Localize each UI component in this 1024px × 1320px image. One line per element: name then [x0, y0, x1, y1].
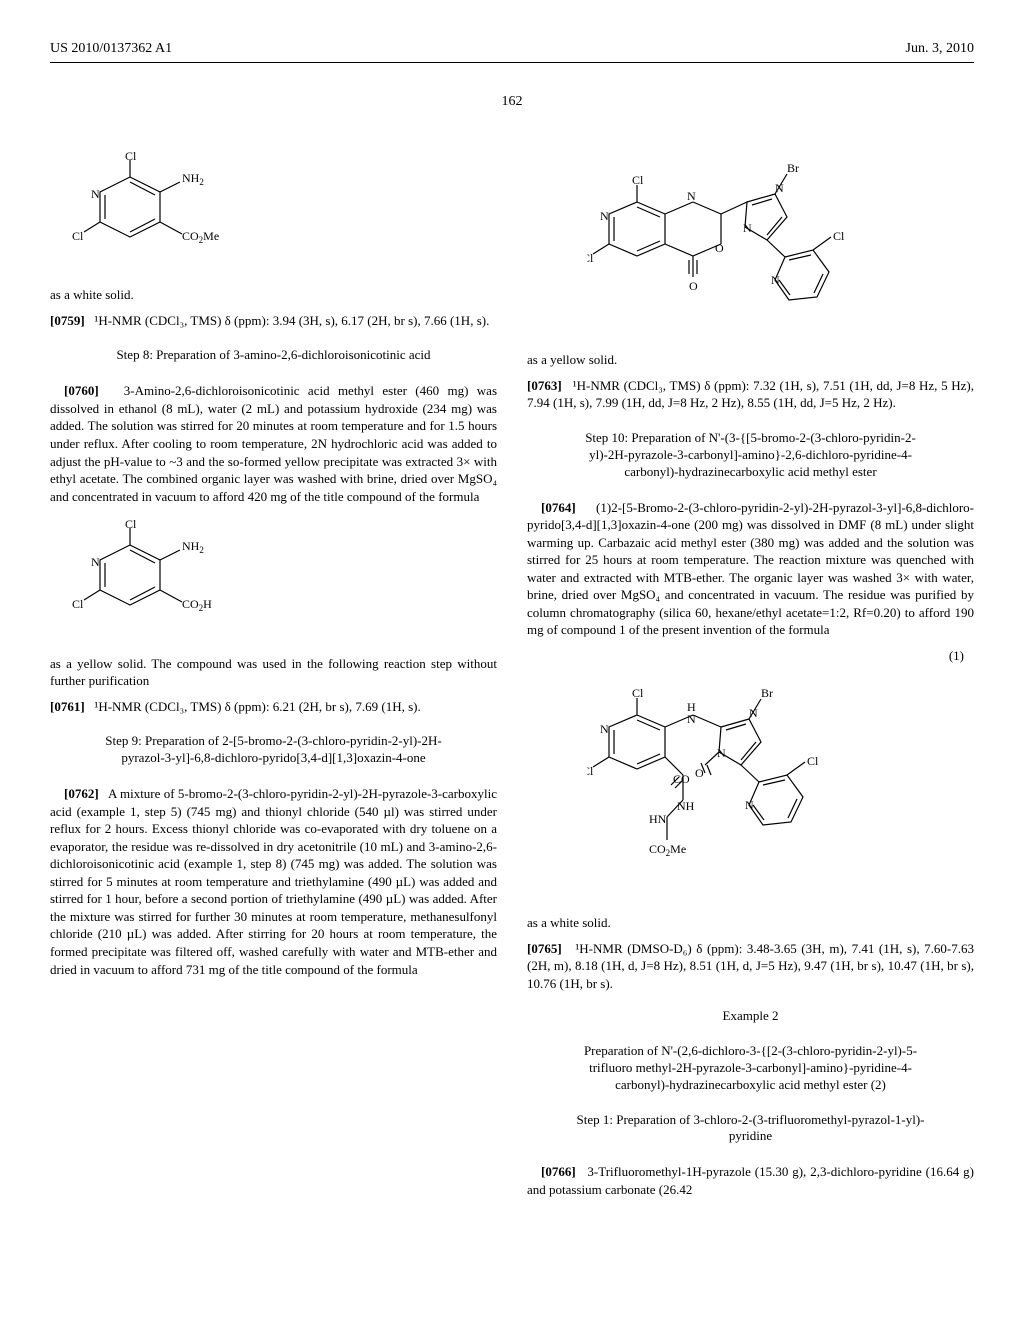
- para-0763: [0763] ¹H-NMR (CDCl₃, TMS) δ (ppm): 7.32…: [527, 377, 974, 412]
- para-0759: [0759] ¹H-NMR (CDCl₃, TMS) δ (ppm): 3.94…: [50, 312, 497, 330]
- example-2-heading: Example 2: [527, 1007, 974, 1025]
- svg-text:Br: Br: [761, 686, 773, 700]
- svg-text:NH: NH: [677, 799, 695, 813]
- chemical-structure-3: Cl N Cl N O O N N Br N Cl: [587, 152, 974, 337]
- svg-text:Cl: Cl: [587, 764, 594, 778]
- chemical-structure-4: Cl N Cl H N N N Br O CO NH HN CO2Me N Cl: [587, 665, 974, 900]
- left-column: Cl N Cl NH2 CO2Me as a white solid. [075…: [50, 137, 497, 1207]
- svg-text:Cl: Cl: [807, 754, 819, 768]
- para-0761: [0761] ¹H-NMR (CDCl₃, TMS) δ (ppm): 6.21…: [50, 698, 497, 716]
- step-10-title: Step 10: Preparation of N'-(3-{[5-bromo-…: [567, 430, 934, 481]
- para-text: 3-Amino-2,6-dichloroisonicotinic acid me…: [50, 383, 497, 503]
- para-num: [0766]: [541, 1164, 576, 1179]
- svg-text:CO2Me: CO2Me: [182, 229, 219, 245]
- svg-text:Cl: Cl: [72, 229, 84, 243]
- svg-text:O: O: [695, 766, 704, 780]
- step-1-title: Step 1: Preparation of 3-chloro-2-(3-tri…: [567, 1112, 934, 1146]
- para-num: [0764]: [541, 500, 576, 515]
- svg-text:Cl: Cl: [587, 251, 594, 265]
- svg-text:HN: HN: [649, 812, 667, 826]
- page-header: US 2010/0137362 A1 Jun. 3, 2010: [50, 40, 974, 63]
- para-text: 3-Trifluoromethyl-1H-pyrazole (15.30 g),…: [527, 1164, 974, 1197]
- struct3-caption: as a yellow solid.: [527, 351, 974, 369]
- example-2-subtitle: Preparation of N'-(2,6-dichloro-3-{[2-(3…: [567, 1043, 934, 1094]
- svg-text:N: N: [600, 209, 609, 223]
- struct4-caption: as a white solid.: [527, 914, 974, 932]
- svg-text:Cl: Cl: [125, 152, 137, 163]
- para-num: [0762]: [64, 786, 99, 801]
- svg-text:N: N: [743, 221, 752, 235]
- para-num: [0763]: [527, 378, 562, 393]
- svg-text:NH2: NH2: [182, 539, 204, 555]
- svg-text:N: N: [687, 189, 696, 203]
- para-0760: [0760] 3-Amino-2,6-dichloroisonicotinic …: [50, 382, 497, 505]
- page-number: 162: [50, 93, 974, 112]
- para-text: ¹H-NMR (CDCl₃, TMS) δ (ppm): 6.21 (2H, b…: [94, 699, 420, 714]
- svg-text:Cl: Cl: [632, 686, 644, 700]
- right-column: Cl N Cl N O O N N Br N Cl as a yellow so…: [527, 137, 974, 1207]
- step-8-title: Step 8: Preparation of 3-amino-2,6-dichl…: [90, 347, 457, 364]
- svg-text:O: O: [715, 241, 724, 255]
- svg-text:N: N: [745, 798, 754, 812]
- para-num: [0765]: [527, 941, 562, 956]
- para-num: [0760]: [64, 383, 99, 398]
- svg-text:N: N: [749, 706, 758, 720]
- struct2-caption: as a yellow solid. The compound was used…: [50, 655, 497, 690]
- svg-text:NH2: NH2: [182, 171, 204, 187]
- svg-text:N: N: [687, 712, 696, 726]
- para-text: ¹H-NMR (CDCl₃, TMS) δ (ppm): 7.32 (1H, s…: [527, 378, 974, 411]
- svg-text:Br: Br: [787, 161, 799, 175]
- svg-text:O: O: [689, 279, 698, 293]
- svg-text:N: N: [600, 722, 609, 736]
- publication-number: US 2010/0137362 A1: [50, 40, 172, 59]
- para-num: [0759]: [50, 313, 85, 328]
- para-text: A mixture of 5-bromo-2-(3-chloro-pyridin…: [50, 786, 497, 976]
- para-0765: [0765] ¹H-NMR (DMSO-D₆) δ (ppm): 3.48-3.…: [527, 940, 974, 993]
- two-column-layout: Cl N Cl NH2 CO2Me as a white solid. [075…: [50, 137, 974, 1207]
- para-num: [0761]: [50, 699, 85, 714]
- para-0766: [0766] 3-Trifluoromethyl-1H-pyrazole (15…: [527, 1163, 974, 1198]
- para-0764: [0764] (1)2-[5-Bromo-2-(3-chloro-pyridin…: [527, 499, 974, 639]
- publication-date: Jun. 3, 2010: [906, 40, 974, 59]
- struct1-caption: as a white solid.: [50, 286, 497, 304]
- para-text: ¹H-NMR (CDCl₃, TMS) δ (ppm): 3.94 (3H, s…: [94, 313, 489, 328]
- svg-text:N: N: [717, 746, 726, 760]
- svg-text:Cl: Cl: [833, 229, 845, 243]
- svg-text:N: N: [91, 555, 100, 569]
- chemical-structure-2: Cl N Cl NH2 CO2H: [70, 520, 497, 640]
- svg-text:N: N: [91, 187, 100, 201]
- svg-text:Cl: Cl: [125, 520, 137, 531]
- para-text: ¹H-NMR (DMSO-D₆) δ (ppm): 3.48-3.65 (3H,…: [527, 941, 974, 991]
- svg-text:CO2Me: CO2Me: [649, 842, 686, 858]
- step-9-title: Step 9: Preparation of 2-[5-bromo-2-(3-c…: [90, 733, 457, 767]
- svg-text:N: N: [775, 181, 784, 195]
- para-0762: [0762] A mixture of 5-bromo-2-(3-chloro-…: [50, 785, 497, 978]
- para-text: (1)2-[5-Bromo-2-(3-chloro-pyridin-2-yl)-…: [527, 500, 974, 638]
- svg-text:CO: CO: [673, 772, 690, 786]
- chemical-structure-1: Cl N Cl NH2 CO2Me: [70, 152, 497, 272]
- svg-text:N: N: [771, 273, 780, 287]
- svg-text:Cl: Cl: [632, 173, 644, 187]
- svg-text:Cl: Cl: [72, 597, 84, 611]
- svg-text:CO2H: CO2H: [182, 597, 212, 613]
